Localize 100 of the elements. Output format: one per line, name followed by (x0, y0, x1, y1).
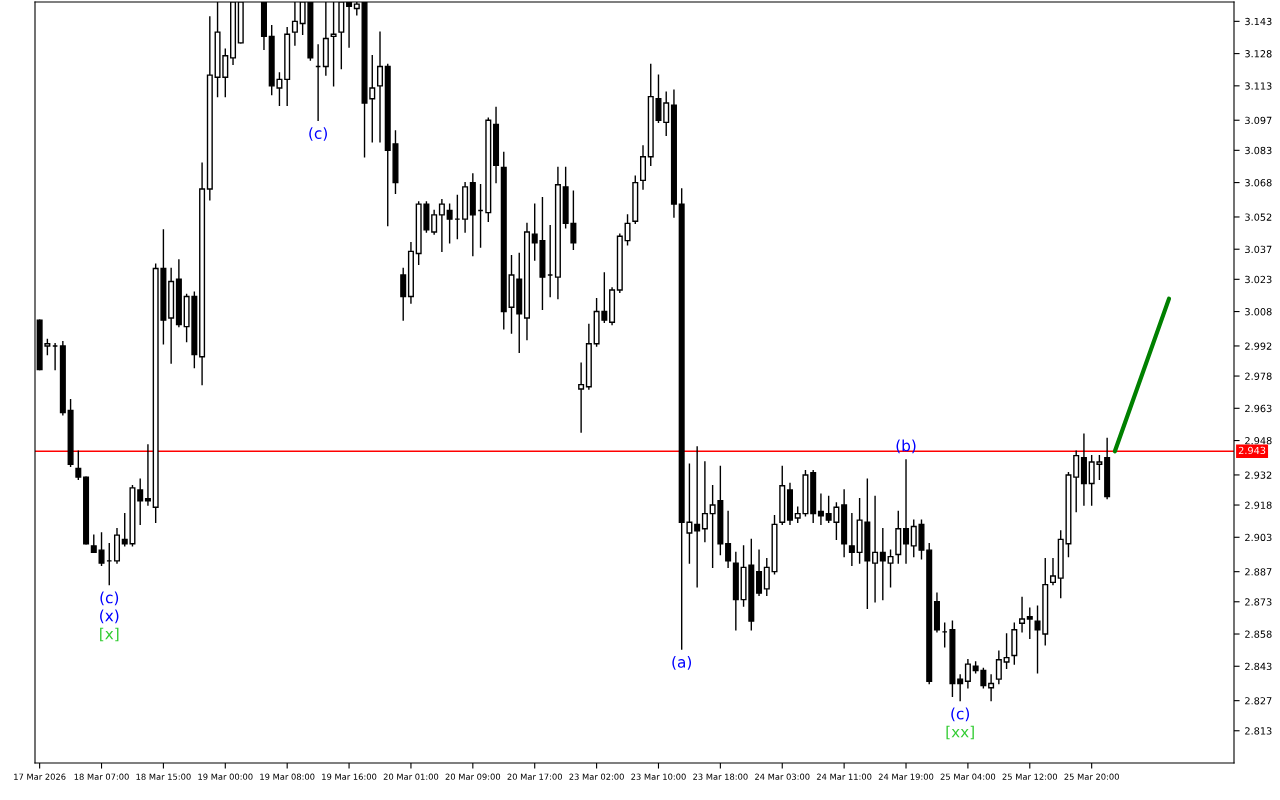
candlestick (113, 527, 121, 564)
y-tick-label: 2.992 (1245, 342, 1272, 350)
x-tick-label: 25 Mar 04:00 (940, 773, 996, 780)
candlestick (949, 620, 956, 698)
y-tick-label: 2.918 (1245, 501, 1272, 509)
y-tick-label: 3.097 (1245, 116, 1272, 125)
candlestick (144, 444, 151, 506)
annotation: (c) (951, 707, 970, 722)
y-tick-label: 3.008 (1245, 308, 1272, 316)
candlestick (98, 532, 105, 566)
y-tick-label: 2.858 (1245, 630, 1272, 638)
candlestick (732, 551, 739, 631)
candlestick (786, 482, 793, 526)
y-tick-label: 2.813 (1245, 727, 1272, 735)
candlestick (1080, 433, 1087, 506)
y-tick-label: 3.083 (1245, 146, 1272, 155)
annotation: (b) (896, 439, 916, 454)
y-tick-label: 2.963 (1245, 404, 1272, 413)
candlestick (284, 27, 291, 106)
x-tick-label: 24 Mar 11:00 (816, 773, 872, 780)
candlestick (933, 592, 940, 633)
candlestick (848, 512, 855, 566)
candlestick (663, 91, 670, 136)
y-tick-label: 3.143 (1245, 17, 1272, 26)
candlestick (887, 549, 894, 588)
annotation: [xx] (946, 725, 974, 740)
candlestick (725, 510, 732, 569)
candlestick (469, 173, 476, 257)
annotation: (c) (309, 127, 327, 141)
candlestick (206, 16, 213, 201)
y-tick-label: 2.903 (1245, 533, 1272, 542)
candlestick (670, 89, 677, 218)
candlestick (1049, 558, 1057, 586)
candlestick (957, 674, 964, 702)
x-tick-label: 25 Mar 12:00 (1002, 773, 1058, 780)
candlestick (1104, 437, 1111, 500)
candlestick (1073, 450, 1080, 513)
candlestick (810, 469, 817, 523)
y-tick-label: 2.873 (1245, 598, 1272, 606)
candlestick (462, 181, 469, 233)
ref-line-label: 2.943 (1238, 446, 1266, 455)
x-tick-label: 20 Mar 17:00 (507, 773, 562, 780)
candlestick (895, 510, 902, 564)
candlestick (964, 659, 971, 689)
candlestick (400, 267, 407, 321)
annotation: [x] (100, 627, 119, 642)
x-tick-label: 24 Mar 03:00 (755, 773, 810, 780)
candlestick (879, 527, 886, 601)
candlestick (376, 31, 384, 143)
candlestick (1026, 607, 1033, 640)
candlestick (995, 650, 1002, 685)
x-tick-label: 18 Mar 07:00 (74, 773, 129, 780)
candlestick (609, 287, 616, 326)
x-tick-label: 20 Mar 01:00 (383, 773, 439, 780)
x-tick-label: 18 Mar 15:00 (136, 773, 191, 780)
candlestick (841, 489, 848, 558)
candlestick (639, 145, 647, 190)
candlestick (168, 267, 175, 364)
x-tick-label: 24 Mar 19:00 (878, 773, 934, 780)
candlestick (137, 478, 144, 526)
candlestick (694, 446, 701, 588)
x-tick-label: 19 Mar 00:00 (198, 773, 253, 780)
candlestick (988, 674, 995, 702)
candlestick (493, 106, 500, 184)
candlestick (902, 459, 910, 564)
x-tick-label: 25 Mar 20:00 (1064, 773, 1119, 780)
x-tick-label: 19 Mar 08:00 (260, 773, 315, 780)
candlestick (585, 323, 592, 390)
y-tick-label: 2.948 (1245, 437, 1272, 445)
y-tick-label: 3.052 (1245, 213, 1272, 221)
annotation: (x) (100, 609, 119, 624)
x-tick-label: 23 Mar 02:00 (569, 773, 624, 780)
y-tick-label: 2.932 (1245, 471, 1272, 479)
x-tick-label: 23 Mar 10:00 (631, 773, 686, 780)
candlestick (75, 450, 82, 480)
candlestick (446, 203, 453, 244)
candlestick (701, 461, 708, 543)
candlestick (554, 166, 561, 300)
x-tick-label: 20 Mar 09:00 (445, 773, 501, 780)
candlestick (523, 222, 530, 341)
y-tick-label: 2.978 (1245, 372, 1272, 380)
annotation: (a) (672, 656, 692, 670)
y-tick-label: 2.843 (1245, 662, 1272, 671)
candlestick (431, 209, 438, 235)
candlestick (407, 242, 414, 304)
y-tick-label: 3.037 (1245, 245, 1272, 254)
candlestick (756, 549, 763, 597)
candlestick (438, 199, 445, 253)
y-tick-label: 3.023 (1245, 275, 1272, 284)
annotation: (c) (100, 591, 119, 606)
y-tick-label: 3.113 (1245, 82, 1272, 90)
candlestick (779, 465, 786, 526)
y-tick-label: 3.068 (1245, 179, 1272, 187)
candlestick (175, 259, 182, 328)
x-tick-label: 19 Mar 16:00 (322, 773, 377, 780)
candlestick (1019, 596, 1026, 633)
candlestick (872, 495, 879, 603)
candlestick (817, 493, 824, 526)
y-tick-label: 2.827 (1245, 697, 1272, 705)
y-tick-label: 2.887 (1245, 568, 1272, 576)
